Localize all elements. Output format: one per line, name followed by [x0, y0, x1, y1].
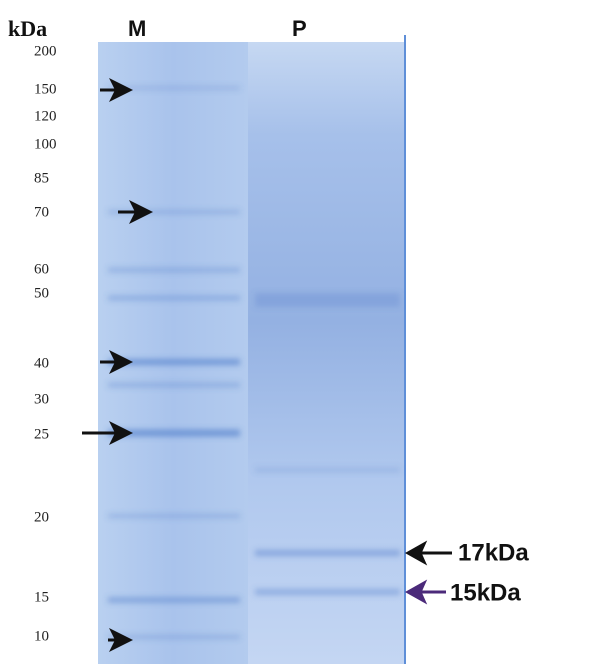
marker-label: 150	[34, 81, 57, 97]
band	[255, 550, 400, 556]
marker-label: 30	[34, 391, 49, 407]
lane-label: M	[128, 16, 146, 41]
marker-label: 85	[34, 170, 49, 186]
band	[255, 293, 400, 307]
page: kDa M P 200 150 120 100 85 70 60 50 40 30 25 20 15 10…	[0, 0, 613, 664]
band	[108, 514, 240, 518]
lane-label: P	[292, 16, 307, 41]
arrow	[408, 583, 446, 601]
marker-label: 10	[34, 628, 49, 644]
marker-label: 60	[34, 261, 49, 277]
marker-label: 70	[34, 204, 49, 220]
arrow	[408, 544, 452, 562]
marker-label: 25	[34, 426, 49, 442]
band	[255, 468, 400, 473]
band	[108, 383, 240, 388]
marker-label: 120	[34, 108, 57, 124]
lane-m	[98, 42, 248, 664]
band	[108, 635, 240, 639]
marker-label: 200	[34, 43, 57, 59]
marker-label: 40	[34, 355, 49, 371]
marker-label: 15	[34, 589, 49, 605]
annotation: 15kDa	[450, 579, 521, 606]
band	[255, 589, 400, 595]
unit-label: kDa	[8, 16, 47, 41]
marker-label: 100	[34, 136, 57, 152]
band	[108, 598, 240, 603]
band	[108, 268, 240, 273]
band	[108, 296, 240, 301]
marker-label: 20	[34, 509, 49, 525]
marker-label: 50	[34, 285, 49, 301]
lane-p	[248, 42, 405, 664]
annotation: 17kDa	[458, 539, 529, 566]
gel-figure: kDa M P 200 150 120 100 85 70 60 50 40 30 25 20 15 10…	[0, 0, 613, 664]
